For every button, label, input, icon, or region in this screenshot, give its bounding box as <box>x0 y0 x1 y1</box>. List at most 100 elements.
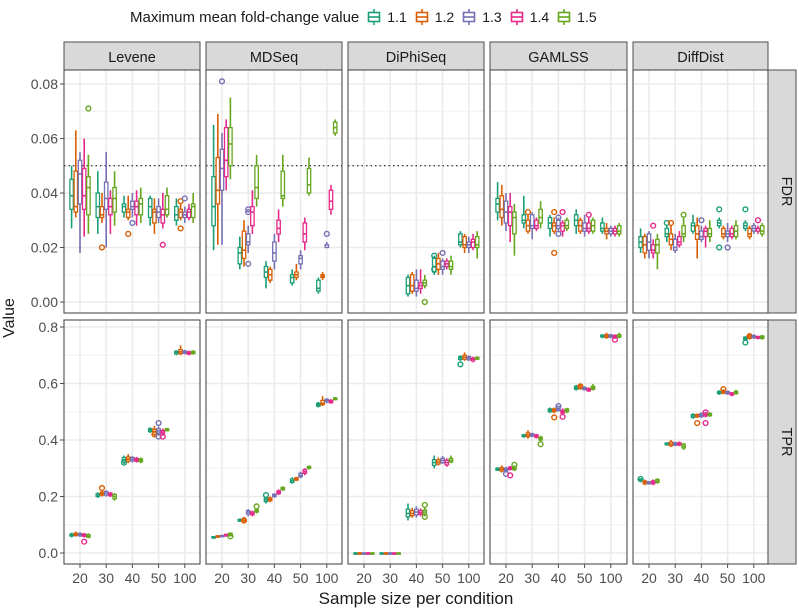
box <box>280 170 286 200</box>
box <box>77 159 83 205</box>
legend: Maximum mean fold-change value 1.1 1.2 1… <box>130 4 605 30</box>
boxplot-box <box>525 430 531 439</box>
x-tick-label: 50 <box>577 570 593 586</box>
boxplot-box <box>564 217 570 232</box>
boxplot-box <box>724 222 731 251</box>
box <box>431 257 437 273</box>
box <box>174 205 179 221</box>
boxplot-box <box>559 408 566 420</box>
box <box>414 279 419 292</box>
facet-row-label: FDR <box>778 177 794 207</box>
outlier-point <box>85 105 92 112</box>
outlier-point <box>650 222 657 229</box>
boxplot-box <box>495 467 500 472</box>
boxplot-box <box>733 220 739 240</box>
box <box>160 208 166 224</box>
boxplot-box <box>280 154 286 207</box>
boxplot-box <box>383 552 389 555</box>
boxplot-box <box>95 171 101 234</box>
boxplot-box <box>524 208 532 234</box>
facet-strip-tpr <box>767 319 797 565</box>
boxplot-box <box>316 401 321 408</box>
boxplot-box <box>125 454 131 464</box>
boxplot-box <box>747 225 752 240</box>
boxplot-box <box>103 490 109 497</box>
outlier-point <box>555 403 562 410</box>
boxplot-box <box>577 383 584 390</box>
boxplot-box <box>694 413 701 427</box>
x-tick-label: 50 <box>151 570 167 586</box>
outlier-point <box>742 206 749 213</box>
boxplot-box <box>720 386 727 395</box>
boxplot-box <box>642 233 648 259</box>
boxplot-box <box>85 105 92 234</box>
outlier-point <box>81 538 88 545</box>
facet-strip-fdr <box>767 69 797 314</box>
facet-strip-levene <box>63 41 201 71</box>
boxplot-box <box>436 457 441 466</box>
boxplot-box <box>218 78 226 245</box>
boxplot-box <box>121 195 127 218</box>
boxplot-box <box>604 222 609 240</box>
outlier-point <box>125 230 132 237</box>
boxplot-box <box>431 455 437 469</box>
x-tick-label: 20 <box>641 570 657 586</box>
outlier-point <box>507 472 514 479</box>
boxplot-key-icon <box>462 9 476 25</box>
boxplot-box <box>655 233 660 270</box>
boxplot-box <box>120 455 128 466</box>
box <box>551 222 557 232</box>
x-tick-label: 100 <box>457 570 481 586</box>
boxplot-box <box>250 510 255 517</box>
panel-border <box>347 69 485 314</box>
outlier-point <box>698 217 705 224</box>
boxplot-box <box>663 219 670 243</box>
legend-title: Maximum mean fold-change value <box>130 8 360 26</box>
legend-item-1-5: 1.5 <box>557 9 597 25</box>
boxplot-box <box>754 217 762 234</box>
outlier-point <box>323 230 330 237</box>
boxplot-box <box>237 236 243 270</box>
boxplot-box <box>466 236 472 253</box>
box <box>215 156 221 205</box>
boxplot-box <box>69 532 74 538</box>
box <box>470 238 476 249</box>
outlier-point <box>585 211 592 218</box>
boxplot-box <box>276 209 281 243</box>
boxplot-box <box>108 491 113 498</box>
box <box>276 219 281 235</box>
panel-tpr-diphiseq <box>347 319 485 565</box>
x-tick-label: 30 <box>524 570 540 586</box>
box <box>152 208 157 224</box>
outlier-point <box>694 419 701 427</box>
panel-fdr-mdseq <box>205 69 343 314</box>
x-tick-label: 40 <box>267 570 283 586</box>
boxplot-box <box>664 442 670 446</box>
boxplot-box <box>245 509 251 517</box>
boxplot-box <box>755 335 761 340</box>
box <box>699 230 704 240</box>
boxplot-box <box>365 552 371 555</box>
boxplot-box <box>306 157 312 196</box>
boxplot-box <box>521 195 527 229</box>
boxplot-box <box>439 249 446 275</box>
box <box>289 274 295 284</box>
boxplot-box <box>547 214 553 237</box>
box <box>147 197 153 219</box>
boxplot-box <box>164 427 170 432</box>
outlier-point <box>611 336 619 343</box>
boxplot-box <box>751 222 757 234</box>
boxplot-box <box>328 399 334 404</box>
outlier-point <box>421 501 428 509</box>
x-tick-label: 50 <box>293 570 309 586</box>
boxplot-box <box>616 332 622 339</box>
box <box>448 260 454 270</box>
x-tick-label: 100 <box>599 570 623 586</box>
outlier-point <box>551 249 558 257</box>
boxplot-box <box>250 190 255 234</box>
outlier-point <box>227 533 234 540</box>
boxplot-box <box>178 345 183 356</box>
boxplot-box <box>637 475 644 483</box>
boxplot-box <box>668 440 674 448</box>
